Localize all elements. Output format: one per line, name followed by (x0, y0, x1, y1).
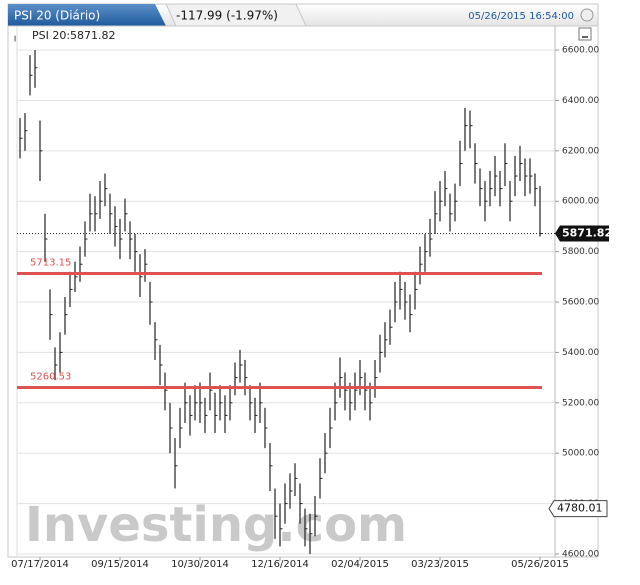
y-tick-label: 5200.00 (562, 398, 599, 408)
y-tick-label: 6000.00 (562, 197, 599, 207)
x-tick-label: 09/15/2014 (91, 559, 149, 570)
level-label: 5713.15 (30, 258, 71, 269)
y-tick-label: 5600.00 (562, 298, 599, 308)
y-tick-label: 6200.00 (562, 146, 599, 156)
chart-frame (7, 25, 599, 558)
header-title: PSI 20 (Diário) (14, 9, 100, 23)
y-tick-label: 5800.00 (562, 247, 599, 257)
x-tick-label: 12/16/2014 (251, 559, 309, 570)
refresh-icon[interactable] (580, 8, 594, 22)
header-change: -117.99 (-1.97%) (176, 9, 278, 23)
level-label: 5260.53 (30, 372, 71, 383)
x-tick-label: 03/23/2015 (411, 559, 469, 570)
legend-icon: ╷ (12, 31, 18, 42)
price-marker-box (548, 500, 608, 518)
price-marker-label: 4780.01 (557, 502, 603, 515)
watermark: Investing.com (25, 497, 407, 553)
current-price-label: 5871.82 (562, 227, 612, 240)
legend: PSI 20:5871.82 (32, 29, 116, 42)
y-tick-label: 5000.00 (562, 449, 599, 459)
plot: 4600.004800.005000.005200.005400.005600.… (11, 46, 612, 570)
y-tick-label: 4600.00 (562, 549, 599, 559)
y-tick-label: 5400.00 (562, 348, 599, 358)
x-tick-label: 02/04/2015 (331, 559, 389, 570)
x-tick-label: 05/26/2015 (511, 559, 569, 570)
x-tick-label: 10/30/2014 (171, 559, 229, 570)
current-price-box (555, 225, 609, 242)
y-tick-label: 6600.00 (562, 46, 599, 56)
minimize-button[interactable] (578, 27, 592, 41)
x-tick-label: 07/17/2014 (11, 559, 69, 570)
header-tab (8, 4, 166, 26)
y-tick-label: 6400.00 (562, 96, 599, 106)
header-datetime: 05/26/2015 16:54:00 (468, 11, 574, 22)
